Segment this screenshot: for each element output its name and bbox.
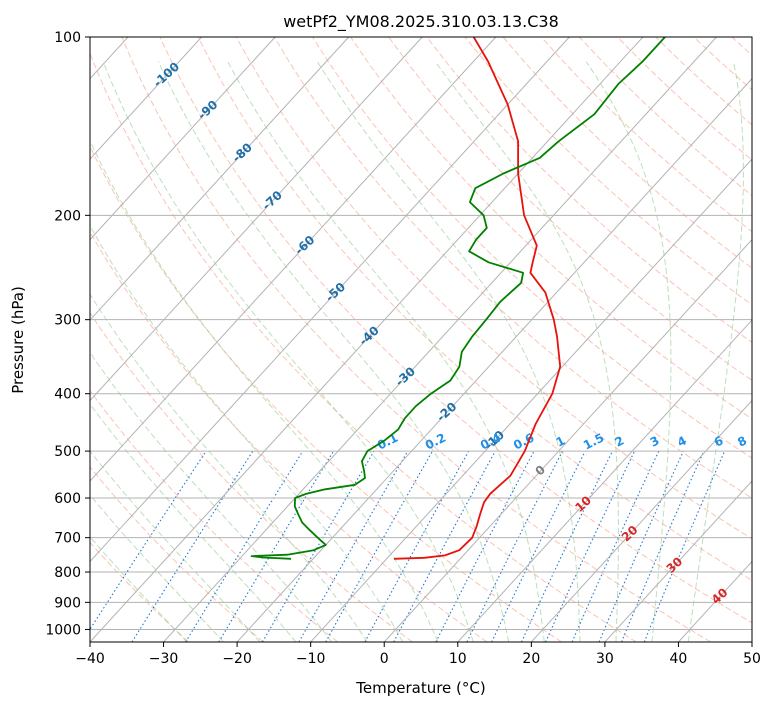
- x-tick-label: −30: [149, 651, 179, 667]
- moist-adiabat-line: [316, 61, 581, 642]
- dry-adiabat-line: [464, 37, 752, 306]
- y-tick-label: 500: [54, 444, 81, 460]
- isotherm-line: [90, 37, 423, 402]
- mixing-ratio-line: [393, 450, 496, 642]
- dry-adiabat-line: [159, 37, 752, 624]
- x-tick-label: −20: [222, 651, 252, 667]
- isotherm-line: [90, 37, 570, 563]
- y-axis-label: Pressure (hPa): [9, 286, 27, 394]
- y-tick-label: 100: [54, 30, 81, 46]
- mixing-ratio-line: [131, 450, 254, 642]
- x-axis: −40 −30 −20 −10 0 10 20 30 40 50: [75, 642, 761, 667]
- isotherm-line: [90, 37, 497, 482]
- dry-adiabat-line: [388, 37, 752, 381]
- plot-frame: [89, 36, 753, 643]
- moist-adiabat-line: [157, 61, 510, 642]
- mixing-ratio-line: [466, 450, 564, 642]
- x-tick-label: −10: [296, 651, 326, 667]
- moist-adiabat-line: [687, 61, 744, 642]
- isotherm-line: [604, 480, 752, 642]
- x-tick-label: 30: [596, 651, 614, 667]
- temperature-profile-line: [393, 37, 562, 560]
- moist-adiabat-line: [90, 139, 439, 642]
- dry-adiabat-line: [90, 311, 413, 642]
- plot-area: -100-90-80-70-60-50-40-30-20-10010203040…: [90, 37, 752, 642]
- dry-adiabat-line: [121, 37, 711, 642]
- x-tick-label: 50: [743, 651, 761, 667]
- dry-adiabat-line: [90, 231, 488, 642]
- y-tick-label: 1000: [45, 622, 81, 638]
- moist-adiabat-line: [227, 61, 545, 642]
- moist-adiabat-line: [585, 61, 672, 642]
- mixing-ratio-line: [325, 450, 433, 642]
- mixing-ratio-line: [571, 450, 660, 642]
- y-tick-label: 800: [54, 565, 81, 581]
- isotherm-line: [90, 37, 202, 160]
- y-tick-label: 600: [54, 491, 81, 507]
- y-axis: 100 200 300 400 500 600 700 800 900 1000: [45, 30, 90, 638]
- mixing-ratio-line: [364, 450, 470, 642]
- x-tick-label: 40: [670, 651, 688, 667]
- dry-adiabat-line: [90, 145, 562, 642]
- moist-adiabat-line: [90, 536, 188, 642]
- isotherm-line: [90, 37, 350, 321]
- dry-adiabat-line: [426, 37, 752, 343]
- dewpoint-profile-line: [250, 37, 666, 560]
- mixing-ratio-line: [90, 450, 207, 631]
- chart-title: wetPf2_YM08.2025.310.03.13.C38: [283, 12, 559, 32]
- x-tick-label: −40: [75, 651, 105, 667]
- isotherm-line: [90, 37, 276, 241]
- dry-adiabat-line: [90, 51, 637, 642]
- moist-adiabat-line: [90, 293, 368, 642]
- dry-adiabat-line: [311, 37, 752, 459]
- x-axis-label: Temperature (°C): [355, 679, 485, 697]
- x-tick-label: 20: [522, 651, 540, 667]
- x-tick-label: 10: [449, 651, 467, 667]
- isotherm-line: [163, 37, 717, 642]
- mixing-ratio-line: [598, 450, 684, 642]
- y-tick-label: 300: [54, 313, 81, 329]
- moist-adiabat-line: [90, 494, 224, 642]
- isotherm-line: [90, 37, 644, 642]
- y-tick-label: 700: [54, 531, 81, 547]
- moist-adiabat-line: [90, 351, 333, 642]
- moist-adiabat-line: [90, 224, 404, 642]
- mixing-ratio-line: [491, 450, 586, 642]
- isotherm-line: [530, 399, 752, 642]
- isotherm-line: [310, 158, 752, 642]
- moist-adiabat-line: [90, 450, 261, 642]
- dry-adiabat-line: [90, 466, 264, 642]
- isotherm-line: [236, 77, 752, 642]
- dry-adiabat-line: [273, 37, 752, 499]
- x-tick-label: 0: [380, 651, 389, 667]
- y-tick-label: 400: [54, 387, 81, 403]
- y-tick-label: 900: [54, 595, 81, 611]
- moist-adiabat-line: [90, 403, 297, 642]
- y-tick-label: 200: [54, 208, 81, 224]
- mixing-ratio-line: [621, 450, 705, 642]
- isotherm-line: [383, 238, 752, 642]
- mixing-ratio-line: [185, 450, 304, 642]
- isotherm-line: [457, 319, 752, 642]
